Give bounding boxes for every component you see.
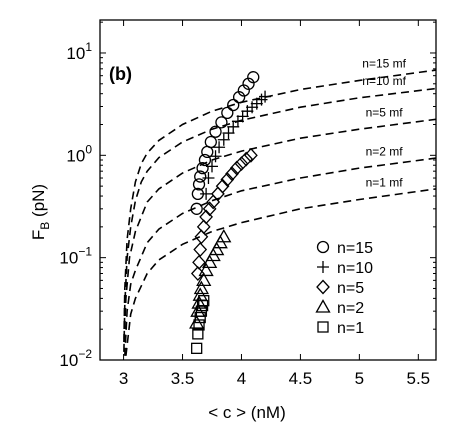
point-n-2 bbox=[202, 254, 218, 268]
point-n-10 bbox=[231, 115, 244, 128]
y-axis-label-main: F bbox=[29, 230, 48, 240]
point-n-10 bbox=[217, 133, 230, 146]
point-n-10 bbox=[222, 127, 235, 140]
point-n-15 bbox=[209, 125, 222, 138]
point-n-5 bbox=[225, 166, 239, 182]
point-n-5 bbox=[239, 151, 254, 167]
x-tick-label: 4 bbox=[237, 369, 246, 388]
x-tick-label: 5.5 bbox=[406, 369, 430, 388]
point-n-2 bbox=[209, 241, 225, 256]
legend: n=15 n=10 n=5 n=2 n=1 bbox=[315, 240, 373, 337]
y-axis-label-subscript: B bbox=[38, 222, 52, 230]
point-n-10 bbox=[202, 172, 215, 185]
mf-curve-label-n-15-mf: n=15 mf bbox=[362, 57, 406, 71]
legend-label-n-2: n=2 bbox=[337, 300, 364, 317]
point-n-2 bbox=[198, 262, 214, 277]
point-n-5 bbox=[192, 254, 206, 270]
point-n-1 bbox=[198, 295, 210, 307]
point-n-5 bbox=[234, 156, 249, 172]
point-n-15 bbox=[215, 116, 228, 129]
mf-curve-n-10-mf bbox=[123, 87, 436, 352]
mf-curve-label-n-5-mf: n=5 mf bbox=[366, 105, 404, 119]
legend-label-n-10: n=10 bbox=[337, 260, 373, 277]
point-n-15 bbox=[242, 77, 255, 90]
x-tick-label: 5 bbox=[355, 369, 364, 388]
panel-label: (b) bbox=[109, 64, 132, 84]
mf-curve-n-2-mf bbox=[124, 157, 436, 356]
point-n-5 bbox=[193, 242, 208, 258]
curve-labels: n=15 mf n=10 mf n=5 mf n=2 mf n=1 mf bbox=[362, 57, 406, 190]
point-n-15 bbox=[190, 202, 203, 215]
point-n-15 bbox=[221, 106, 234, 119]
legend-marker-n-15 bbox=[316, 240, 330, 254]
point-n-5 bbox=[196, 219, 211, 235]
point-n-15 bbox=[196, 161, 209, 175]
point-n-5 bbox=[244, 147, 258, 163]
mf-curve-n-15-mf bbox=[123, 69, 436, 343]
legend-label-n-15: n=15 bbox=[337, 240, 373, 257]
y-tick-label: 101 bbox=[66, 40, 92, 63]
x-axis-label: < c > (nM) bbox=[208, 403, 285, 422]
y-tick-label: 10−2 bbox=[59, 347, 92, 370]
mf-curve-label-n-2-mf: n=2 mf bbox=[366, 144, 404, 158]
point-n-1 bbox=[192, 328, 204, 340]
point-n-10 bbox=[209, 150, 222, 163]
point-n-15 bbox=[247, 71, 260, 84]
x-tick-label: 3 bbox=[119, 369, 128, 388]
point-n-2 bbox=[196, 272, 212, 287]
point-n-5 bbox=[202, 201, 217, 217]
point-n-10 bbox=[206, 160, 218, 173]
point-n-15 bbox=[198, 153, 212, 167]
point-n-10 bbox=[236, 110, 249, 123]
y-tick-label: 100 bbox=[66, 142, 92, 165]
mf-curve-label-n-10-mf: n=10 mf bbox=[362, 74, 406, 88]
point-n-2 bbox=[193, 280, 210, 295]
point-n-10 bbox=[200, 187, 213, 200]
legend-label-n-5: n=5 bbox=[337, 280, 364, 297]
point-n-5 bbox=[194, 229, 209, 245]
legend-marker-n-5 bbox=[316, 279, 330, 295]
legend-label-n-1: n=1 bbox=[337, 320, 364, 337]
mf-curve-n-5-mf bbox=[123, 118, 436, 343]
mean-field-curves bbox=[123, 69, 436, 356]
x-tick-label: 3.5 bbox=[171, 369, 195, 388]
mf-curve-n-1-mf bbox=[125, 188, 436, 356]
point-n-15 bbox=[192, 178, 206, 191]
x-tick-label: 4.5 bbox=[289, 369, 313, 388]
point-n-1 bbox=[191, 342, 203, 354]
point-n-2 bbox=[191, 295, 207, 309]
legend-marker-n-1 bbox=[317, 321, 329, 333]
y-axis-label: FB (pN) bbox=[29, 184, 52, 240]
y-tick-label: 10−1 bbox=[59, 245, 92, 268]
plot-frame bbox=[99, 19, 437, 361]
point-n-15 bbox=[227, 98, 240, 112]
point-n-5 bbox=[229, 160, 244, 176]
point-n-10 bbox=[213, 141, 226, 154]
y-axis-label-unit: (pN) bbox=[29, 184, 48, 222]
point-n-10 bbox=[259, 90, 272, 103]
point-n-15 bbox=[194, 170, 207, 183]
point-n-5 bbox=[215, 178, 230, 194]
point-n-1 bbox=[194, 311, 206, 324]
data-points bbox=[189, 71, 272, 354]
point-n-5 bbox=[220, 172, 235, 187]
axis-ticks: 3 3.5 4 4.5 5 5.5 10−2 10−1 100 101 bbox=[59, 20, 436, 388]
mf-curve-label-n-1-mf: n=1 mf bbox=[366, 176, 404, 190]
legend-marker-n-10 bbox=[317, 261, 329, 273]
point-n-2 bbox=[216, 228, 232, 243]
point-n-15 bbox=[204, 135, 217, 149]
point-n-10 bbox=[227, 120, 240, 133]
legend-marker-n-2 bbox=[315, 299, 331, 313]
point-n-1 bbox=[193, 319, 205, 331]
